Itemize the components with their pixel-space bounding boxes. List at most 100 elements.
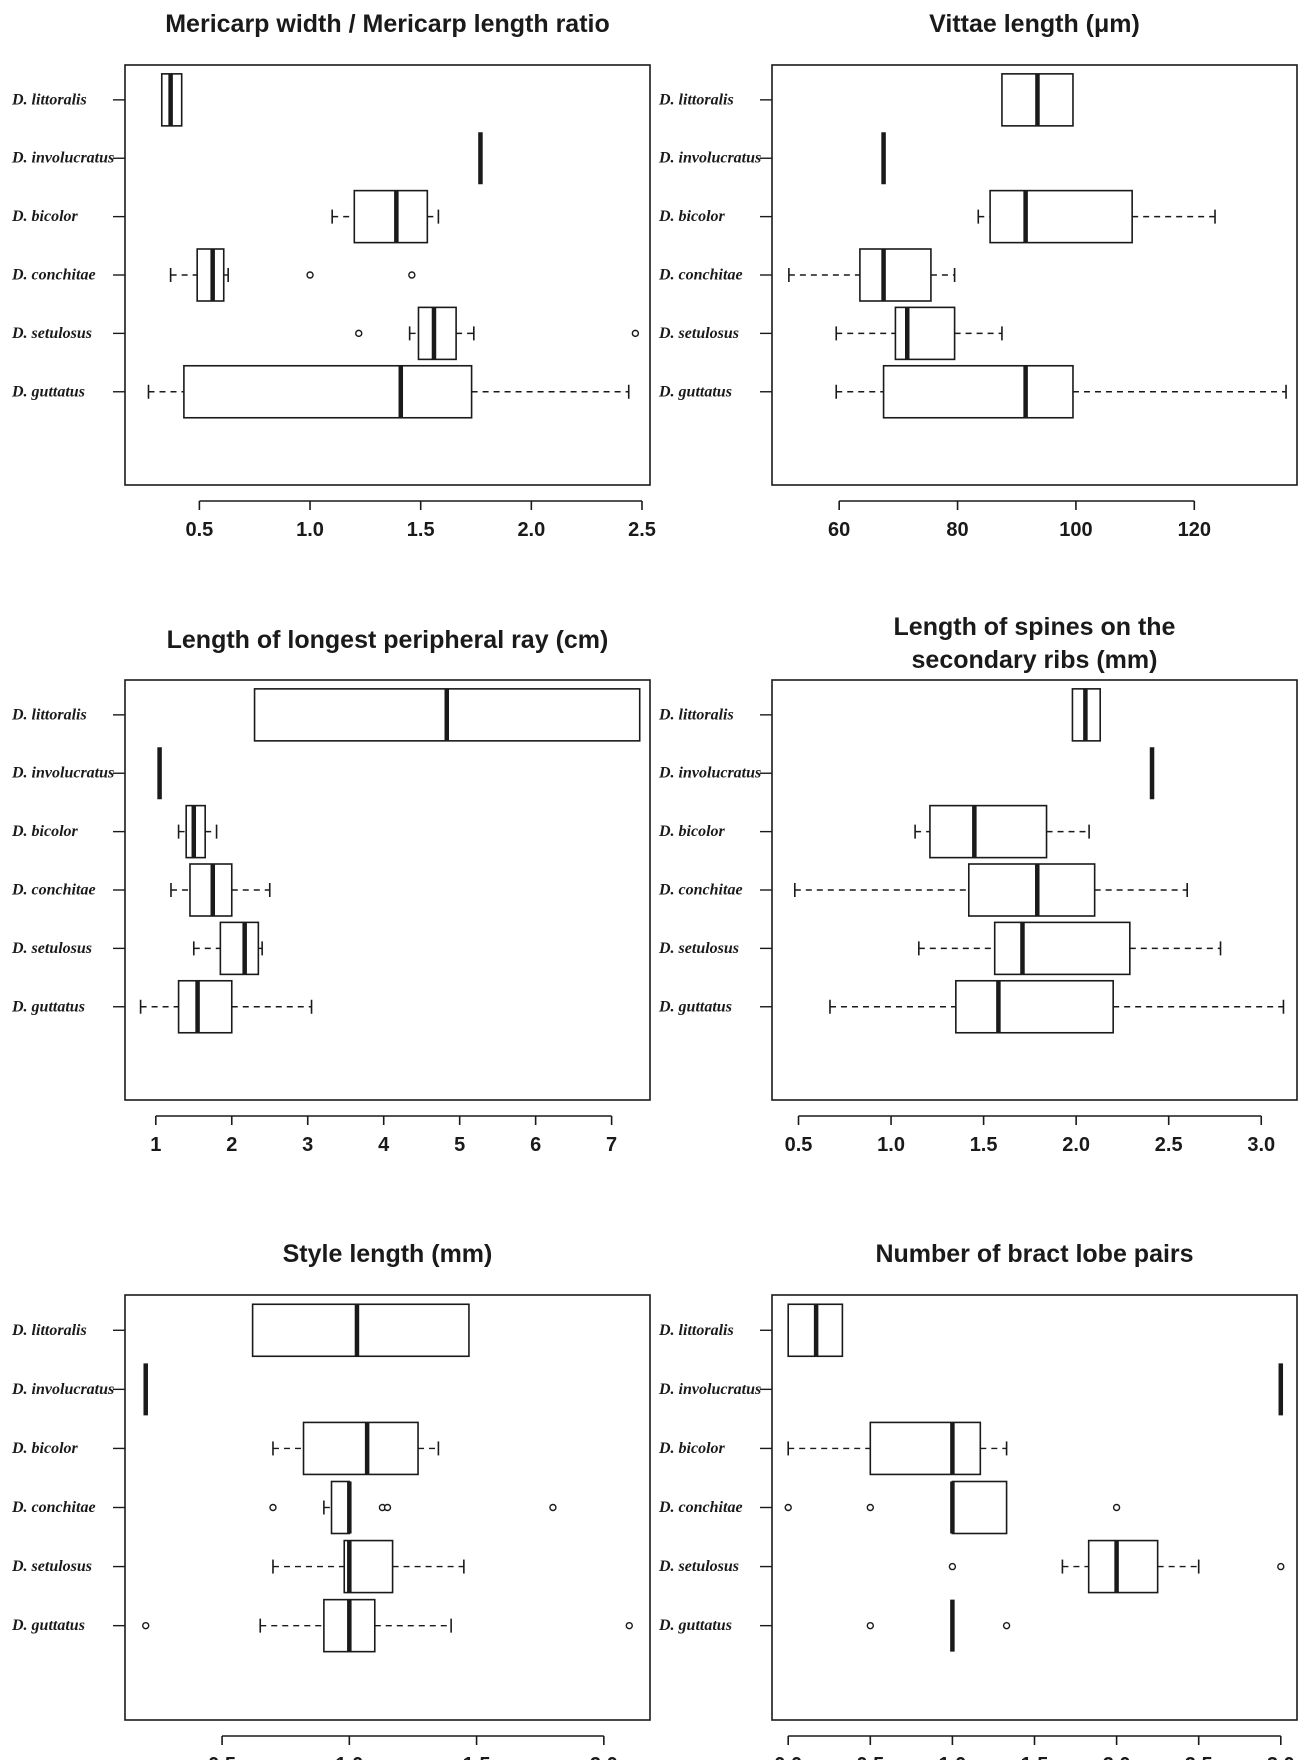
plot-frame [771,1294,1298,1721]
outlier-point [784,1503,792,1512]
box-5 [192,921,263,976]
iqr-box [882,364,1074,419]
category-label: D. setulosus [658,940,739,957]
x-tick-label: 1.5 [407,519,435,541]
category-label: D. littoralis [658,706,734,723]
x-tick-label: 0.5 [856,1754,884,1760]
x-tick-label: 1.0 [335,1754,363,1760]
iqr-box [1087,1539,1159,1594]
category-label: D. involucratus [11,765,114,782]
box-6 [142,1598,633,1653]
x-tick-label: 3.0 [1247,1134,1275,1156]
category-label: D. littoralis [11,1322,87,1339]
outlier-point [142,1621,150,1630]
x-tick-label: 2.5 [1155,1134,1183,1156]
category-label: D. guttatus [11,383,85,400]
category-label: D. conchitae [658,882,743,899]
category-label: D. bicolor [11,823,79,840]
iqr-box [177,979,233,1034]
category-label: D. involucratus [11,150,114,167]
category-label: D. guttatus [658,998,732,1015]
category-label: D. setulosus [658,325,739,342]
chart-title: Length of longest peripheral ray (cm) [167,626,609,654]
outlier-point [866,1503,875,1512]
x-tick-label: 2.0 [517,519,545,541]
box-5 [918,921,1222,976]
category-label: D. littoralis [11,91,87,108]
x-tick-label: 1 [150,1134,161,1156]
box-4 [169,248,416,302]
iqr-box [894,306,956,361]
box-5 [272,1539,465,1594]
category-label: D. bicolor [658,1440,726,1457]
category-label: D. conchitae [11,1499,96,1516]
x-tick-label: 4 [378,1134,390,1156]
category-label: D. conchitae [658,267,743,284]
panel-6: Number of bract lobe pairs 0.0 0.5 1.0 1.5 2.… [658,1240,1298,1760]
box-1 [251,1303,470,1358]
iqr-box [183,364,473,419]
iqr-box [330,1480,351,1535]
box-6 [147,364,630,419]
x-tick-label: 1.0 [938,1754,966,1760]
box-4 [269,1480,557,1535]
category-label: D. involucratus [658,1381,761,1398]
category-label: D. littoralis [11,706,87,723]
box-5 [948,1539,1285,1594]
x-tick-label: 120 [1178,519,1211,541]
x-tick-label: 0.0 [774,1754,802,1760]
panel-3: Length of longest peripheral ray (cm) 1 2 3… [11,626,651,1156]
panel-5: Style length (mm) 0.5 1.0 1.5 2.0 D. littoral… [11,1240,651,1760]
x-tick-label: 1.5 [1021,1754,1049,1760]
category-label: D. guttatus [11,1617,85,1634]
panel-1: Mericarp width / Mericarp length ratio 0.… [11,10,656,541]
category-label: D. setulosus [11,940,92,957]
box-3 [787,1421,1008,1476]
x-tick-label: 0.5 [785,1134,813,1156]
x-tick-label: 3 [302,1134,313,1156]
iqr-box [993,921,1131,976]
outlier-point [306,271,314,279]
iqr-box [353,189,429,244]
box-3 [331,189,440,244]
x-tick-label: 5 [454,1134,465,1156]
x-tick-label: 1.5 [463,1754,491,1760]
x-tick-label: 2.0 [1103,1754,1131,1760]
iqr-box [951,1480,1008,1535]
box-5 [835,306,1003,361]
outlier-point [408,271,416,279]
x-tick-label: 80 [946,519,968,541]
category-label: D. littoralis [658,91,734,108]
category-label: D. setulosus [11,325,92,342]
chart-title: Number of bract lobe pairs [875,1240,1193,1268]
category-label: D. conchitae [11,882,96,899]
box-4 [170,863,271,917]
x-tick-label: 0.5 [185,519,213,541]
box-1 [253,688,641,742]
box-3 [177,804,218,859]
box-1 [1001,73,1074,127]
x-tick-label: 1.0 [296,519,324,541]
category-label: D. bicolor [658,208,726,225]
iqr-box [869,1421,982,1476]
iqr-box [251,1303,470,1358]
category-label: D. involucratus [11,1381,114,1398]
box-1 [787,1303,844,1358]
category-label: D. bicolor [11,1440,79,1457]
outlier-point [269,1503,277,1512]
outlier-point [948,1562,957,1571]
category-label: D. guttatus [11,998,85,1015]
category-label: D. conchitae [11,267,96,284]
category-label: D. guttatus [658,383,732,400]
chart-title: Vittae length (μm) [929,10,1140,38]
iqr-box [417,306,457,361]
x-tick-label: 1.5 [970,1134,998,1156]
outlier-point [1277,1562,1285,1571]
box-6 [829,979,1285,1034]
iqr-box [219,921,260,976]
outlier-point [355,329,363,338]
x-tick-label: 1.0 [877,1134,905,1156]
category-label: D. bicolor [11,208,79,225]
category-label: D. setulosus [658,1558,739,1575]
